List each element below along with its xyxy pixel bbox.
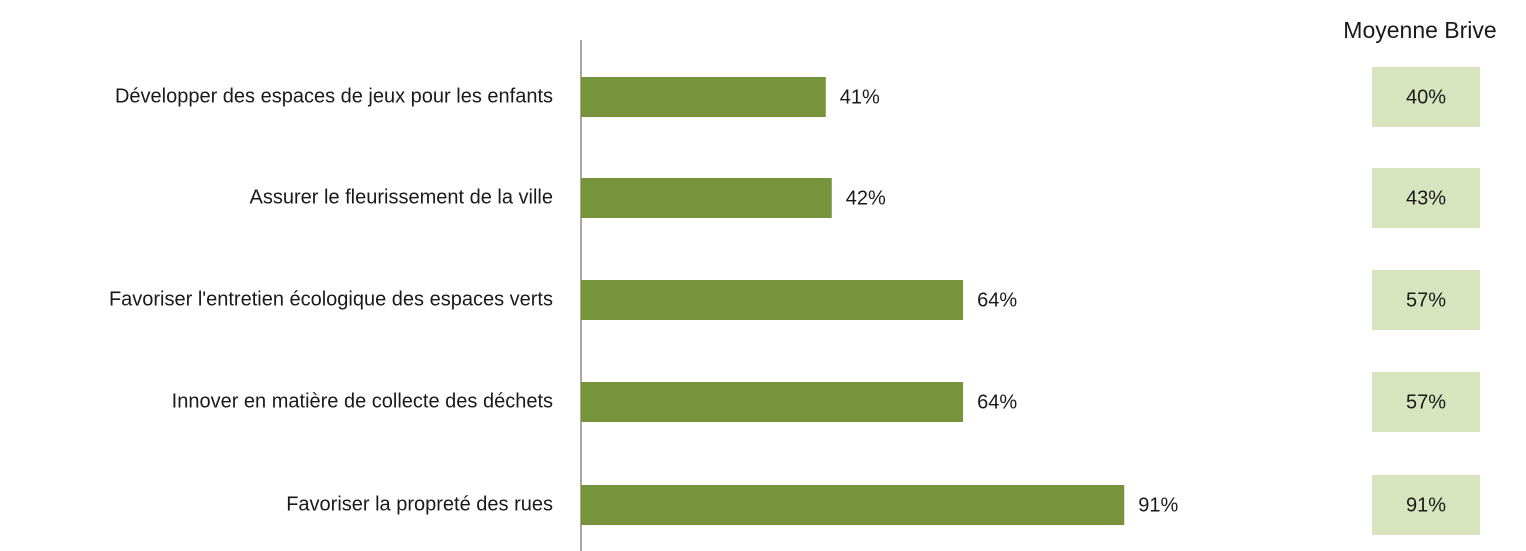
comparison-label: 57%	[1406, 289, 1446, 311]
comparison-box	[1372, 67, 1480, 127]
comparison-label: 40%	[1406, 86, 1446, 108]
bar	[581, 280, 964, 320]
comparison-label: 43%	[1406, 187, 1446, 209]
comparison-label: 91%	[1406, 494, 1446, 516]
value-label: 64%	[977, 289, 1017, 311]
comparison-box	[1372, 270, 1480, 330]
comparison-title: Moyenne Brive	[1343, 17, 1496, 43]
category-label: Développer des espaces de jeux pour les …	[115, 85, 553, 107]
bar	[581, 178, 832, 218]
bar	[581, 77, 826, 117]
value-label: 64%	[977, 391, 1017, 413]
category-label: Assurer le fleurissement de la ville	[250, 186, 553, 208]
category-label: Favoriser la propreté des rues	[286, 493, 553, 515]
value-label: 91%	[1138, 494, 1178, 516]
comparison-box	[1372, 168, 1480, 228]
bar	[581, 485, 1125, 525]
value-label: 41%	[840, 86, 880, 108]
comparison-box	[1372, 372, 1480, 432]
bar	[581, 382, 964, 422]
value-label: 42%	[846, 187, 886, 209]
comparison-label: 57%	[1406, 391, 1446, 413]
category-label: Favoriser l'entretien écologique des esp…	[109, 288, 553, 310]
category-label: Innover en matière de collecte des déche…	[172, 390, 553, 412]
comparison-box	[1372, 475, 1480, 535]
